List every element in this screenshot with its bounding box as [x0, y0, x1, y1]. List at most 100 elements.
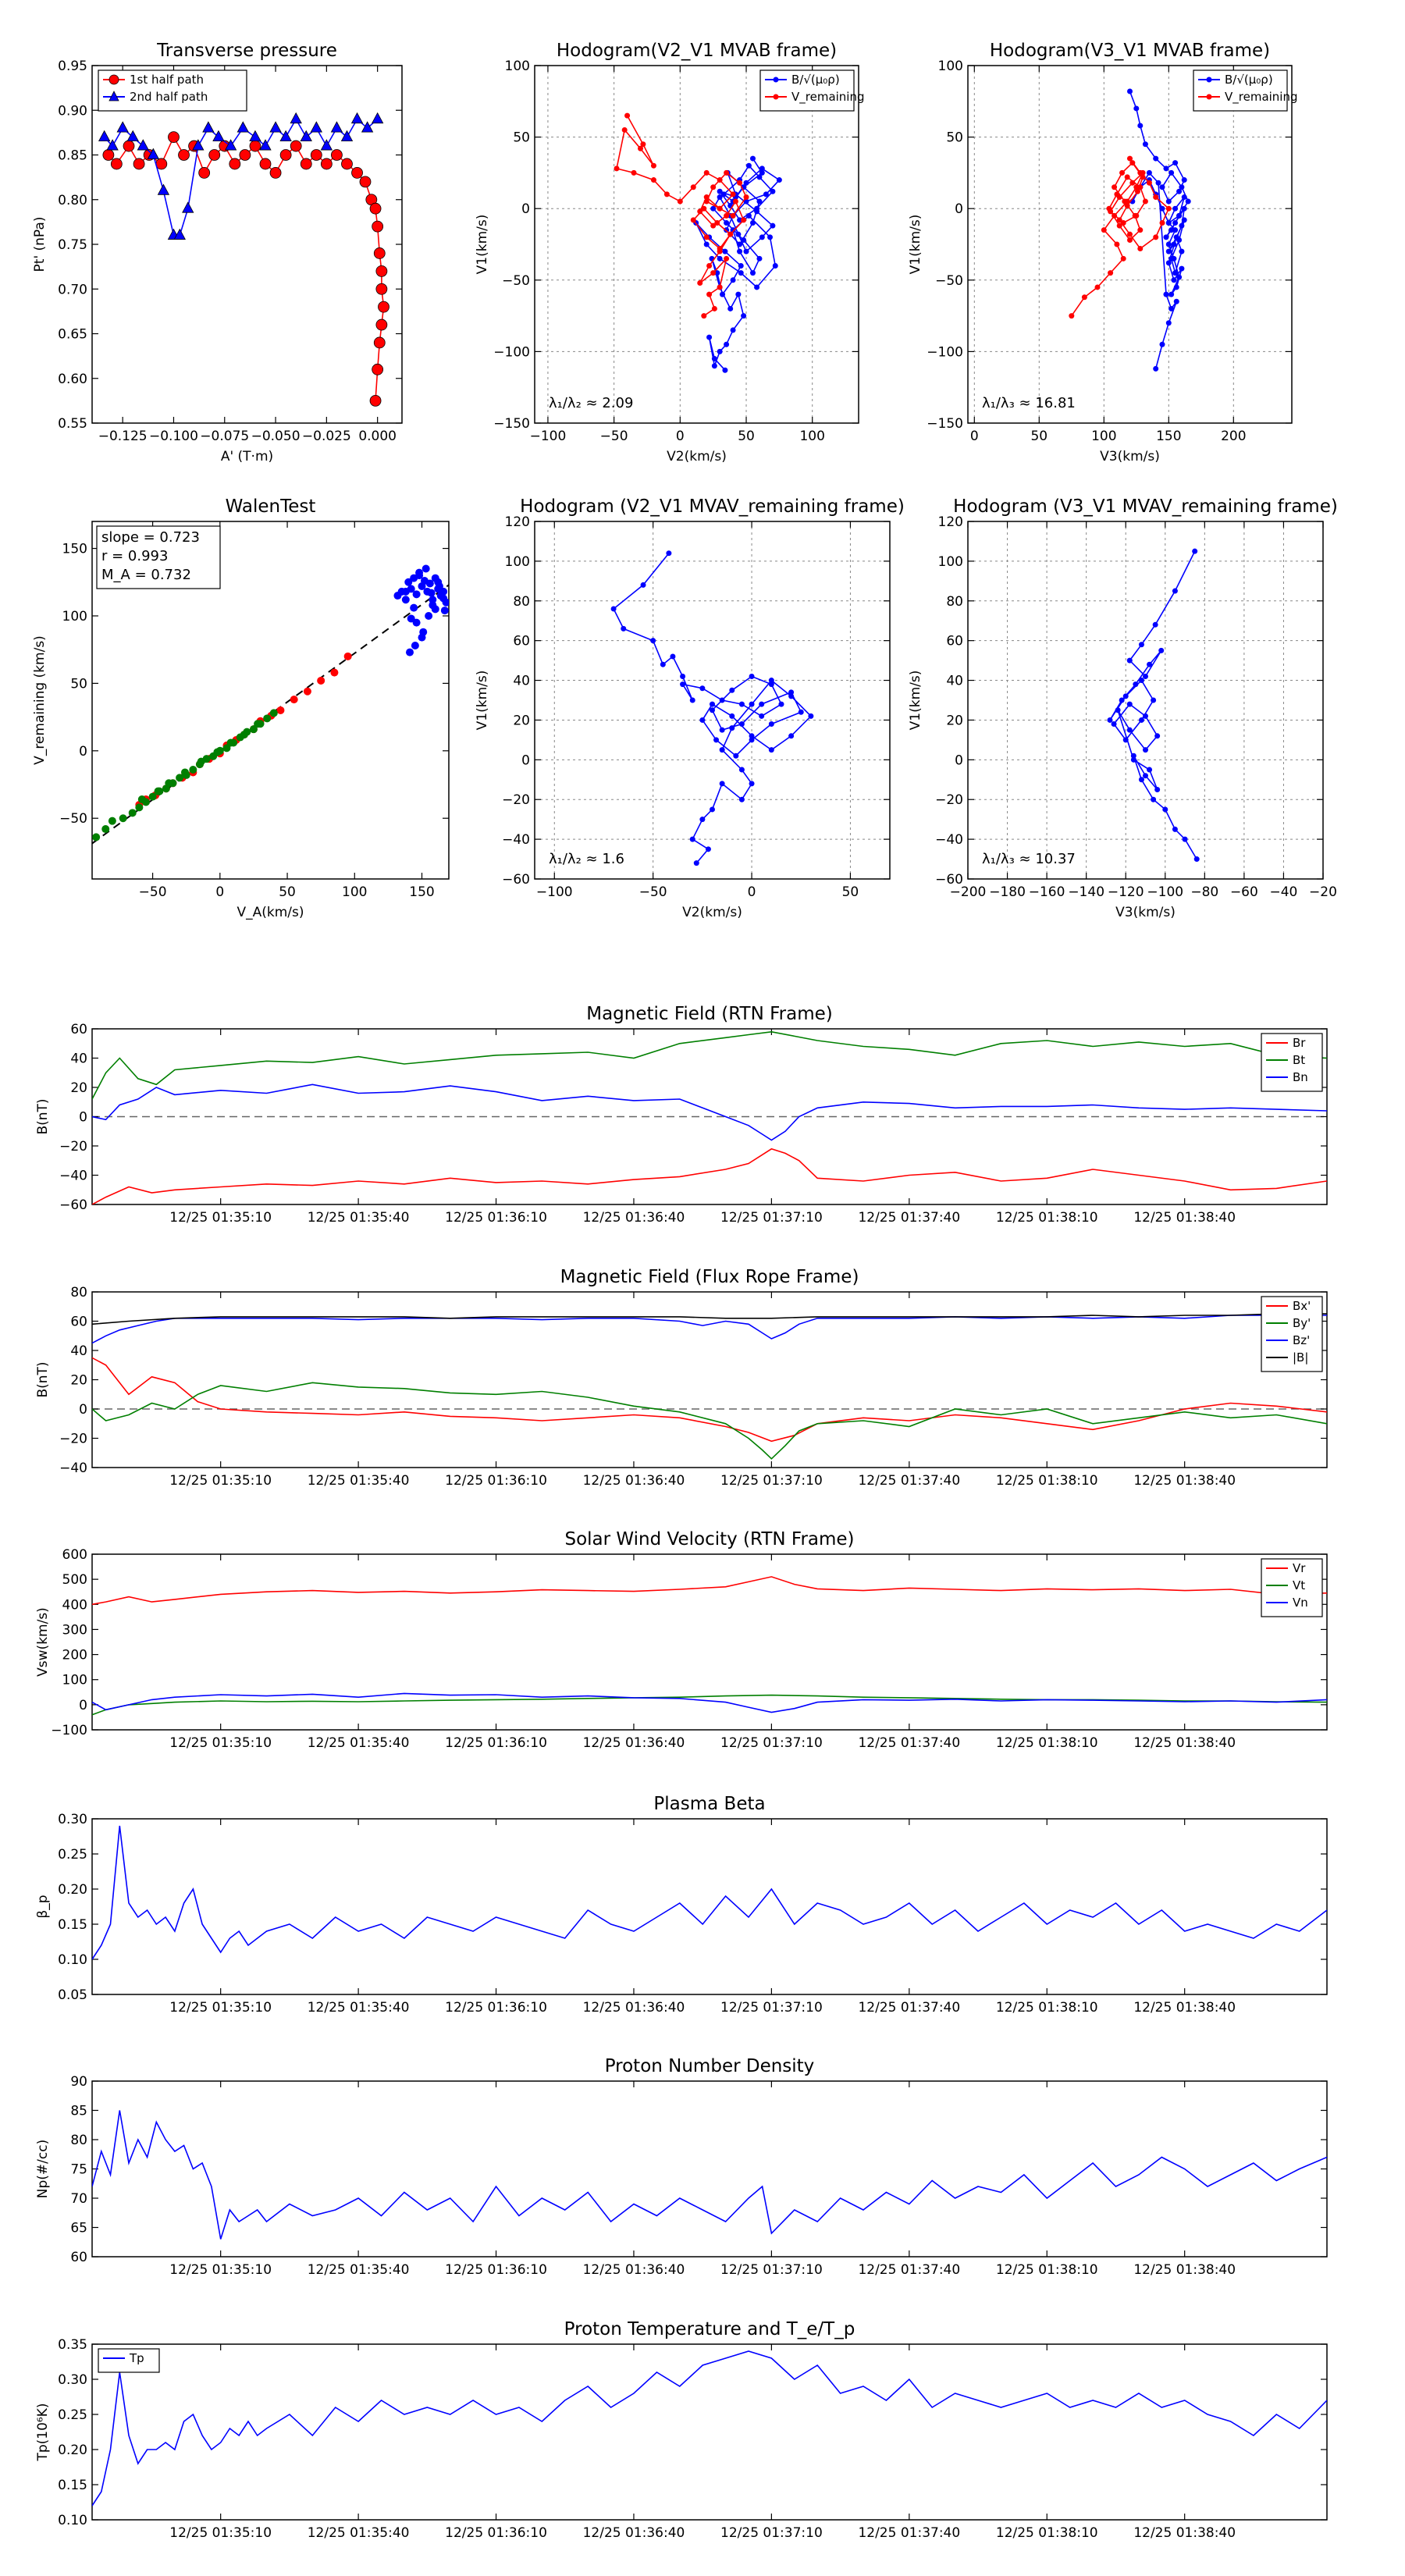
series-line-by-	[92, 1382, 1327, 1460]
legend-marker	[773, 94, 779, 100]
x-tick-label: 12/25 01:35:10	[169, 1210, 272, 1226]
y-tick-label: 0.05	[58, 1987, 87, 2003]
axes-frame	[91, 2080, 1328, 2258]
y-tick-label: 0.90	[58, 103, 87, 119]
data-point	[375, 318, 388, 331]
data-point	[165, 779, 173, 788]
x-tick-label: 0	[215, 884, 224, 900]
data-point	[101, 825, 110, 834]
y-tick-label: 60	[70, 1315, 87, 1330]
data-point	[369, 394, 382, 407]
data-point	[1122, 198, 1128, 205]
x-tick-label: 12/25 01:36:40	[583, 2262, 685, 2278]
data-point	[351, 166, 363, 179]
chart-title: WalenTest	[226, 496, 316, 517]
data-point	[788, 689, 795, 696]
data-point	[212, 130, 225, 142]
data-point	[717, 194, 723, 201]
data-point	[229, 158, 241, 170]
data-point	[749, 701, 755, 707]
legend-label: Bt	[1293, 1053, 1305, 1067]
data-point	[110, 158, 123, 170]
data-point	[1179, 222, 1185, 229]
data-point	[249, 130, 261, 142]
data-point	[422, 564, 430, 573]
data-point	[710, 222, 717, 229]
data-point	[1172, 270, 1179, 276]
data-point	[176, 774, 184, 782]
x-tick-label: 12/25 01:38:10	[996, 1735, 1098, 1751]
y-tick-label: 90	[70, 2074, 87, 2090]
data-point	[737, 217, 743, 223]
data-point	[717, 284, 723, 290]
x-tick-label: 12/25 01:38:40	[1133, 1210, 1236, 1226]
data-point	[754, 208, 760, 215]
y-tick-label: −40	[935, 832, 963, 848]
series-line--b-	[92, 1313, 1327, 1325]
data-point	[703, 241, 710, 247]
series-line-np	[92, 2110, 1327, 2240]
x-tick-label: −140	[1068, 884, 1104, 900]
data-point	[126, 130, 139, 142]
x-tick-label: 12/25 01:36:10	[445, 1473, 547, 1489]
data-point	[1168, 169, 1175, 176]
data-point	[690, 217, 696, 223]
y-tick-label: 100	[505, 59, 530, 74]
y-tick-label: −40	[502, 832, 530, 848]
data-point	[427, 589, 436, 597]
y-axis-label: V1(km/s)	[908, 671, 923, 731]
series-line-tp	[92, 2350, 1327, 2507]
y-axis-label: Vsw(km/s)	[35, 1607, 51, 1677]
data-point	[1140, 174, 1146, 180]
data-point	[1173, 284, 1179, 290]
data-point	[182, 201, 194, 213]
chart-title: Hodogram (V2_V1 MVAV_remaining frame)	[520, 496, 905, 517]
data-point	[1116, 222, 1122, 229]
y-tick-label: −20	[59, 1139, 87, 1155]
data-point	[710, 806, 715, 813]
data-point	[300, 130, 312, 142]
chart-proton-density: 60 65 70 75 80 85 90 12/25 01:35:10 12/25 01:35:…	[35, 2056, 1328, 2278]
data-point	[1165, 205, 1172, 212]
y-tick-label: −50	[59, 811, 87, 827]
data-point	[1081, 294, 1087, 301]
y-tick-label: 200	[62, 1648, 87, 1663]
x-tick-label: 12/25 01:37:40	[858, 2525, 960, 2541]
data-point	[222, 744, 231, 753]
data-point	[303, 687, 311, 696]
y-tick-label: 500	[62, 1572, 87, 1588]
data-point	[1171, 241, 1177, 247]
data-point	[1094, 284, 1101, 290]
y-tick-label: −20	[502, 792, 530, 808]
y-tick-label: −150	[493, 416, 530, 432]
data-point	[735, 231, 742, 237]
data-point	[1137, 169, 1144, 176]
x-tick-label: −0.125	[98, 429, 148, 444]
axes-frame	[534, 521, 891, 880]
data-point	[1168, 305, 1175, 311]
data-point	[119, 814, 127, 823]
x-tick-label: 50	[738, 429, 755, 444]
data-point	[1155, 180, 1161, 186]
data-point	[1127, 155, 1133, 162]
x-axis-label: V2(km/s)	[682, 905, 742, 920]
data-point	[373, 336, 386, 349]
legend-box	[1261, 1296, 1323, 1372]
data-point	[738, 262, 744, 269]
data-point	[767, 234, 774, 240]
x-tick-label: −100	[536, 884, 573, 900]
data-point	[415, 568, 424, 577]
data-point	[1108, 270, 1114, 276]
data-point	[1112, 212, 1118, 219]
x-tick-label: 12/25 01:38:40	[1133, 1473, 1236, 1489]
x-tick-label: 12/25 01:37:40	[858, 2000, 960, 2016]
y-tick-label: 0	[521, 201, 530, 217]
data-point	[717, 248, 723, 254]
data-point	[1137, 245, 1144, 251]
data-point	[724, 341, 730, 347]
y-tick-label: −40	[59, 1169, 87, 1184]
data-point	[719, 747, 725, 753]
y-tick-label: 0.10	[58, 1952, 87, 1968]
data-point	[719, 697, 725, 703]
y-tick-label: 0.15	[58, 1917, 87, 1933]
